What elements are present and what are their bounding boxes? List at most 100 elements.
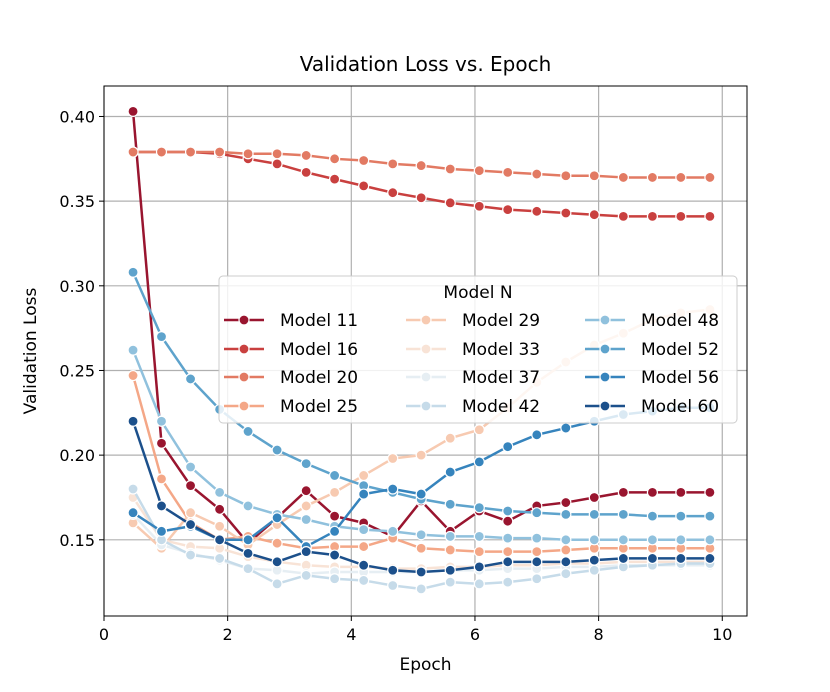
legend-label: Model 42 [462, 397, 540, 417]
data-point [415, 529, 427, 541]
data-point [473, 530, 485, 543]
data-point [473, 502, 485, 514]
data-point [444, 163, 456, 175]
legend-swatch-marker [599, 343, 611, 355]
data-point [387, 525, 399, 537]
data-point [127, 266, 139, 278]
data-point [155, 415, 168, 427]
data-point [560, 534, 572, 546]
data-point [415, 488, 427, 500]
data-point [300, 500, 312, 512]
data-point [617, 171, 629, 184]
data-point [502, 505, 514, 517]
data-point [473, 424, 485, 436]
legend-swatch-marker [238, 314, 250, 326]
data-point [127, 507, 139, 519]
legend-item-model-37: Model 37 [406, 368, 540, 388]
data-point [531, 546, 543, 558]
data-point [588, 170, 600, 182]
chart-title: Validation Loss vs. Epoch [300, 52, 552, 76]
data-point [588, 508, 600, 521]
data-point [560, 496, 572, 509]
legend-label: Model 33 [462, 340, 540, 360]
data-point [502, 166, 514, 178]
data-point [675, 486, 687, 498]
data-point [271, 556, 283, 568]
data-point [588, 564, 600, 576]
data-point [560, 556, 572, 568]
data-point [646, 486, 659, 498]
data-point [444, 432, 456, 444]
data-point [127, 344, 139, 356]
x-tick-label: 0 [99, 625, 109, 644]
data-point [617, 552, 629, 565]
legend-swatch-marker [238, 371, 250, 383]
data-point [704, 210, 716, 222]
data-point [531, 205, 543, 217]
data-point [502, 546, 514, 558]
legend-label: Model 16 [280, 340, 358, 360]
data-point [184, 461, 197, 473]
y-tick-label: 0.35 [59, 192, 95, 211]
legend-item-model-42: Model 42 [406, 397, 540, 417]
data-point [502, 441, 514, 453]
data-point [358, 540, 370, 553]
data-point [155, 525, 168, 537]
legend-item-model-20: Model 20 [224, 368, 358, 388]
x-tick-label: 10 [712, 625, 732, 644]
data-point [646, 534, 659, 546]
data-point [271, 148, 283, 160]
data-point [617, 210, 629, 222]
data-point [617, 534, 629, 546]
data-point [214, 146, 226, 158]
data-point [415, 566, 427, 578]
data-point [329, 469, 341, 482]
data-point [358, 559, 370, 571]
data-point [300, 166, 312, 178]
data-point [271, 578, 283, 590]
legend-label: Model 11 [280, 311, 358, 331]
data-point [415, 583, 427, 595]
data-point [184, 518, 197, 531]
data-point [502, 532, 514, 544]
data-point [560, 508, 572, 521]
legend-item-model-60: Model 60 [585, 397, 719, 417]
data-point [675, 534, 687, 546]
legend-label: Model 37 [462, 368, 540, 388]
y-tick-label: 0.40 [59, 107, 95, 126]
data-point [300, 569, 312, 581]
data-point [675, 210, 687, 222]
legend-item-model-52: Model 52 [585, 340, 719, 360]
data-point [704, 552, 716, 565]
plot-frame [103, 85, 748, 617]
legend-swatch-marker [238, 343, 250, 355]
data-point [444, 544, 456, 556]
data-point [531, 507, 543, 519]
legend-label: Model 56 [641, 368, 719, 388]
data-point [560, 170, 572, 182]
data-point [300, 546, 312, 558]
data-point [646, 171, 659, 184]
data-point [560, 207, 572, 219]
y-axis-label: Validation Loss [21, 288, 41, 415]
data-point [560, 422, 572, 434]
data-point [242, 562, 254, 575]
data-point [184, 549, 197, 561]
series-model-60 [127, 415, 716, 578]
data-point [271, 512, 283, 524]
legend-label: Model 29 [462, 311, 540, 331]
data-point [444, 466, 456, 478]
data-point [617, 508, 629, 521]
data-point [444, 564, 456, 576]
data-point [473, 546, 485, 558]
data-point [155, 473, 168, 485]
data-point [387, 564, 399, 576]
data-point [531, 532, 543, 544]
data-point [560, 544, 572, 556]
data-point [358, 524, 370, 536]
legend-swatch-marker [599, 371, 611, 383]
data-point [271, 444, 283, 456]
data-point [502, 556, 514, 568]
legend-label: Model 48 [641, 311, 719, 331]
